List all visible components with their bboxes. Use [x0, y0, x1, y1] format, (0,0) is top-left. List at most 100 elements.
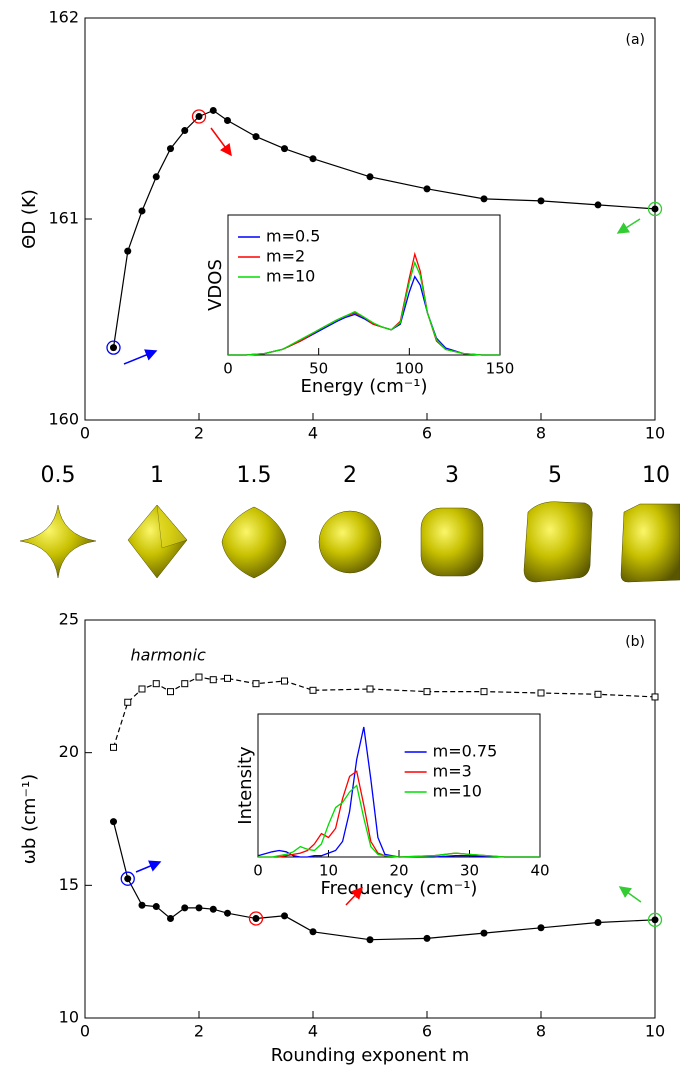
data-point: [252, 680, 260, 688]
highlight-ring: [248, 911, 264, 926]
data-point: [138, 685, 146, 693]
x-tick-label: 6: [422, 1022, 432, 1041]
arrow: [618, 886, 642, 903]
shape-cube-5: [523, 501, 593, 583]
data-point: [224, 674, 231, 682]
data-point: [152, 173, 160, 181]
highlight-ring: [106, 340, 121, 355]
x-tick-label: 0: [253, 862, 263, 880]
data-point: [252, 915, 260, 922]
x-tick-label: 10: [319, 862, 338, 880]
arrow: [210, 127, 232, 157]
x-axis-label: Rounding exponent m: [271, 1045, 470, 1066]
x-tick-label: 4: [308, 424, 318, 443]
data-point: [309, 686, 317, 694]
data-point: [537, 197, 545, 205]
data-point: [366, 685, 374, 693]
data-point: [195, 112, 203, 120]
x-tick-label: 20: [389, 862, 408, 880]
x-axis-label: Frequency (cm⁻¹): [321, 878, 478, 899]
series-line: [112, 109, 656, 348]
data-point: [110, 743, 117, 751]
data-point: [224, 117, 231, 125]
data-point: [594, 918, 602, 926]
y-axis-label: ωb (cm⁻¹): [19, 774, 40, 864]
shape-cube-10: [620, 503, 680, 583]
data-point: [281, 145, 288, 153]
shape-rounded-octahedron: [221, 506, 287, 579]
data-point: [423, 185, 431, 193]
data-point: [252, 133, 260, 141]
y-axis-label: VDOS: [205, 259, 226, 311]
data-point: [138, 207, 146, 215]
x-tick-label: 30: [460, 862, 479, 880]
x-tick-label: 8: [536, 1022, 546, 1041]
legend-label: m=0.5: [266, 227, 320, 246]
data-point: [152, 680, 160, 688]
x-tick-label: 2: [194, 1022, 204, 1041]
data-point: [366, 936, 374, 944]
data-point: [152, 903, 160, 911]
data-point: [167, 688, 174, 696]
data-point: [110, 818, 117, 826]
data-point: [195, 673, 203, 681]
y-axis-label: Intensity: [235, 746, 256, 825]
shape-label: 2: [343, 463, 357, 488]
highlight-ring: [647, 912, 663, 927]
legend-label: m=3: [433, 762, 472, 781]
data-point: [124, 875, 132, 883]
chart: 0 2 4 6 8 10 10 15 20 25 Rounding exponent m ωb (cm…: [19, 610, 665, 1066]
y-tick-label: 161: [48, 209, 79, 228]
y-tick-label: 162: [48, 8, 79, 27]
y-axis-label: ΘD (K): [19, 189, 40, 249]
data-point: [423, 934, 431, 942]
data-point: [594, 201, 602, 209]
x-tick-label: 6: [422, 424, 432, 443]
x-tick-label: 0: [223, 360, 233, 378]
data-point: [167, 915, 174, 922]
series-line: [228, 260, 500, 356]
data-point: [480, 195, 488, 203]
data-point: [181, 680, 189, 688]
highlight-ring: [120, 871, 135, 886]
data-point: [594, 690, 602, 698]
x-tick-label: 10: [645, 1022, 665, 1041]
legend-label: m=10: [433, 782, 482, 801]
chart: 0 50 100 150 Energy (cm⁻¹) VDOS m=0.5m=2m=10: [205, 214, 515, 397]
data-point: [537, 924, 545, 932]
shape-label: 1.5: [237, 463, 272, 488]
data-point: [480, 688, 488, 696]
shape-rounded-cube: [420, 507, 484, 577]
data-point: [309, 155, 317, 163]
panel-label: (a): [625, 32, 645, 48]
y-tick-label: 25: [59, 610, 79, 629]
shape-label: 1: [150, 463, 164, 488]
highlight-ring: [191, 109, 207, 124]
y-tick-label: 160: [48, 410, 79, 429]
shape-sphere: [318, 510, 382, 574]
data-point: [181, 127, 189, 135]
arrow: [123, 349, 158, 365]
arrows: [123, 127, 642, 906]
x-tick-label: 0: [80, 1022, 90, 1041]
legend-label: m=2: [266, 247, 305, 266]
legend-label: m=10: [266, 267, 315, 286]
panel-label: (b): [625, 634, 645, 650]
data-point: [209, 905, 217, 913]
shape-label: 5: [548, 463, 562, 488]
series-line: [258, 784, 540, 858]
data-point: [209, 106, 217, 114]
x-tick-label: 150: [486, 360, 515, 378]
x-tick-label: 100: [395, 360, 424, 378]
plot-frame: [227, 214, 501, 356]
data-point: [124, 247, 132, 255]
x-tick-label: 10: [645, 424, 665, 443]
data-point: [480, 929, 488, 937]
data-point: [651, 205, 659, 213]
shape-label: 10: [642, 463, 670, 488]
x-tick-label: 0: [80, 424, 90, 443]
data-point: [651, 693, 659, 701]
